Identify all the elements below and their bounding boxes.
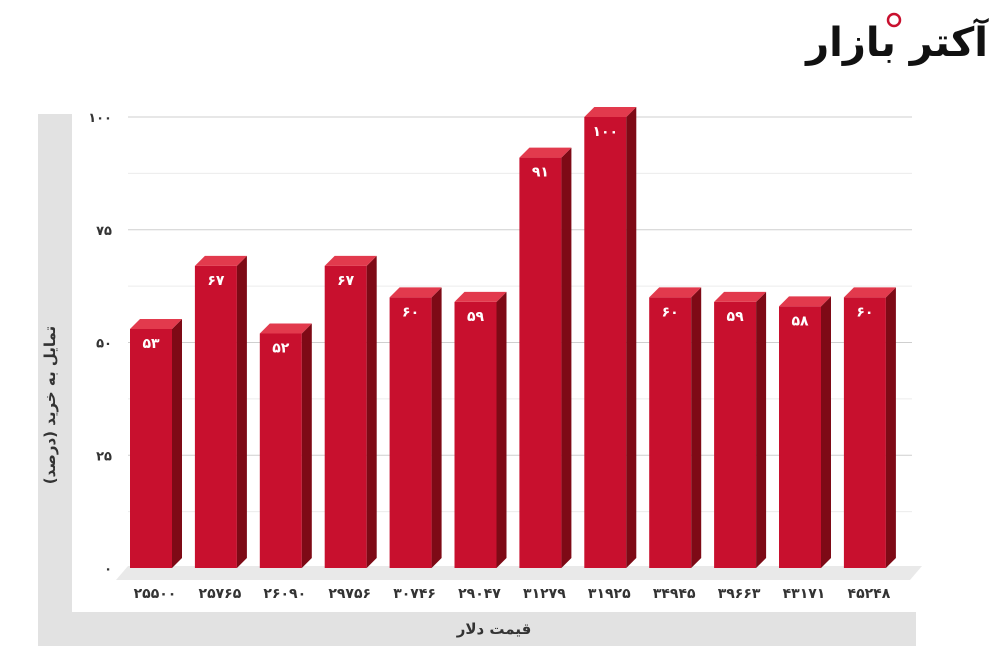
- bar-value-label: ۵۳: [142, 336, 160, 352]
- bar-top: [649, 287, 702, 298]
- bar-side: [236, 255, 247, 568]
- bar-value-label: ۶۰: [856, 304, 873, 320]
- bar-side: [691, 287, 702, 568]
- chart-floor: [116, 566, 922, 580]
- bar: [584, 117, 627, 568]
- bar-side: [172, 318, 182, 568]
- bar: [194, 265, 237, 568]
- bar-top: [259, 323, 312, 334]
- y-tick-label: ۱۰۰: [88, 111, 112, 126]
- bar: [649, 297, 692, 568]
- y-tick-label: ۲۵: [96, 449, 112, 464]
- bar-value-label: ۵۲: [272, 340, 290, 356]
- x-tick-label: ۴۳۱۷۱: [783, 586, 826, 602]
- brand-logo: آکتر بازار: [806, 8, 989, 70]
- bar-value-label: ۶۷: [337, 273, 355, 289]
- bar: [519, 157, 562, 568]
- bar: [843, 297, 886, 568]
- bar-side: [301, 323, 312, 568]
- bar-value-label: ۵۹: [727, 309, 745, 325]
- bar-value-label: ۵۸: [791, 313, 809, 329]
- bar-side: [366, 255, 377, 568]
- bar: [259, 333, 302, 568]
- x-tick-label: ۳۱۲۷۹: [523, 586, 566, 602]
- bar-side: [626, 107, 637, 568]
- bar-value-label: ۶۰: [662, 304, 679, 320]
- bar-side: [561, 147, 572, 568]
- bar-value-label: ۶۰: [402, 304, 419, 320]
- bar-top: [454, 291, 507, 302]
- bar: [130, 328, 172, 568]
- y-tick-label: ۵۰: [96, 337, 112, 352]
- bar-side: [821, 296, 831, 568]
- bar-side: [756, 291, 767, 568]
- logo-mark-icon: [886, 12, 902, 28]
- bar-top: [519, 147, 572, 158]
- bar: [324, 265, 367, 568]
- bar-top: [324, 255, 377, 266]
- x-tick-label: ۲۵۷۶۵: [199, 586, 242, 602]
- x-tick-label: ۳۱۹۲۵: [588, 586, 631, 602]
- bar-top: [194, 255, 247, 266]
- bar-top: [779, 296, 831, 307]
- y-axis-label: تمایل به خرید (درصد): [41, 325, 59, 485]
- bar-side: [431, 287, 442, 568]
- bar-side: [496, 291, 507, 568]
- bar-top: [843, 287, 896, 298]
- bar-value-label: ۶۷: [207, 273, 225, 289]
- y-tick-label: ۰: [104, 562, 112, 577]
- bar-top: [389, 287, 442, 298]
- brand-logo-text: آکتر بازار: [806, 20, 989, 66]
- bar: [779, 306, 821, 568]
- bar-value-label: ۹۱: [532, 165, 549, 181]
- bar-top: [714, 291, 767, 302]
- x-axis-label: قیمت دلار: [456, 620, 532, 638]
- x-tick-label: ۳۴۹۴۵: [653, 586, 696, 602]
- bar-side: [885, 287, 896, 568]
- x-tick-label: ۲۵۵۰۰: [134, 586, 177, 602]
- bar: [389, 297, 432, 568]
- y-tick-label: ۷۵: [96, 224, 112, 239]
- y-axis-label-box: تمایل به خرید (درصد): [20, 300, 80, 510]
- x-tick-label: ۴۵۲۴۸: [848, 586, 891, 602]
- bar: [714, 301, 757, 568]
- bar-value-label: ۵۹: [467, 309, 485, 325]
- x-tick-label: ۳۹۶۶۳: [718, 586, 761, 602]
- x-tick-label: ۲۹۰۴۷: [458, 586, 501, 602]
- x-tick-label: ۲۹۷۵۶: [328, 586, 371, 602]
- bar-top: [584, 107, 637, 117]
- bar: [454, 301, 497, 568]
- x-tick-label: ۲۶۰۹۰: [263, 586, 306, 602]
- x-tick-label: ۳۰۷۴۶: [393, 586, 436, 602]
- bar-top: [130, 318, 182, 329]
- bar-value-label: ۱۰۰: [592, 124, 618, 140]
